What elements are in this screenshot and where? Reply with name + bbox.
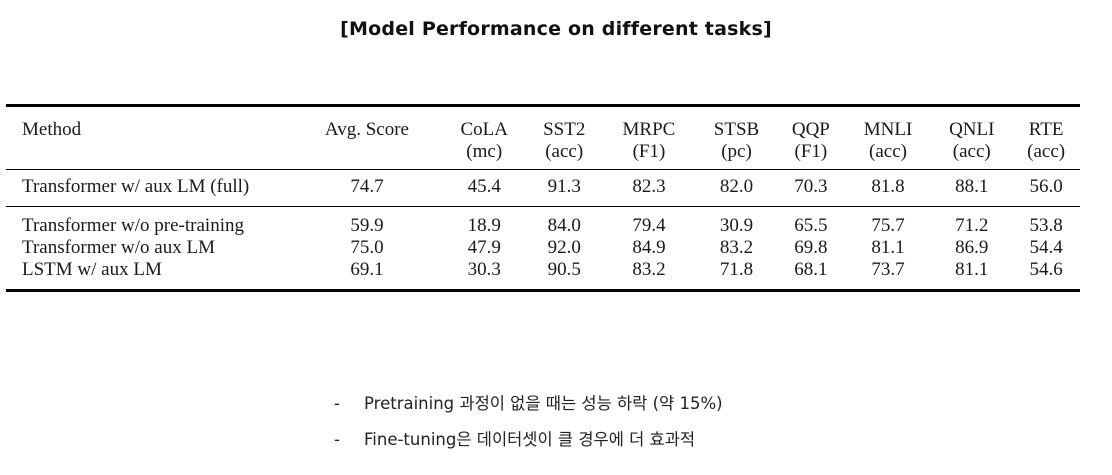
cell-mrpc: 84.9 (632, 237, 666, 258)
header-metric: (mc) (466, 141, 503, 162)
cell-mnli: 81.1 (871, 237, 905, 258)
row-method: Transformer w/ aux LM (full) (6, 169, 292, 207)
table-row: Transformer w/ aux LM (full) 74.7 45.4 9… (6, 169, 1080, 207)
cell-cola: 47.9 (467, 237, 501, 258)
slide-title: [Model Performance on different tasks] (340, 18, 772, 40)
cell-mrpc: 83.2 (601, 259, 697, 292)
header-stsb: STSB (pc) (696, 104, 777, 170)
cell-sst2: 90.5 (526, 259, 602, 292)
table-header-row: Method Avg. Score CoLA (mc) SST2 (acc) M… (6, 104, 1080, 170)
note-text: Pretraining 과정이 없을 때는 성능 하락 (약 15%) (364, 394, 723, 413)
cell-stsb: 30.9 (719, 215, 754, 236)
cell-qqp: 68.1 (776, 259, 845, 292)
header-metric: (pc) (721, 141, 752, 162)
header-label: RTE (1028, 119, 1064, 140)
cell-rte: 54.6 (1012, 259, 1080, 292)
table-row: LSTM w/ aux LM 69.1 30.3 90.5 83.2 71.8 … (6, 259, 1080, 292)
cell-qqp: 65.5 (794, 215, 828, 236)
header-qqp: QQP (F1) (776, 104, 845, 170)
cell-qnli: 88.1 (931, 169, 1013, 207)
cell-avg-score: 74.7 (292, 169, 442, 207)
table-group-full-model: Transformer w/ aux LM (full) 74.7 45.4 9… (6, 169, 1080, 207)
row-method: Transformer w/o aux LM (22, 237, 215, 258)
cell-avg-score: 69.1 (292, 259, 442, 292)
cell-sst2: 84.0 (547, 215, 581, 236)
header-metric: (acc) (869, 141, 908, 162)
cell-mnli: 75.7 (871, 215, 905, 236)
header-rte: RTE (acc) (1012, 104, 1080, 170)
header-sst2: SST2 (acc) (526, 104, 602, 170)
cell-mrpc: 82.3 (601, 169, 697, 207)
header-avg-score: Avg. Score (292, 104, 442, 170)
results-table-container: Method Avg. Score CoLA (mc) SST2 (acc) M… (6, 104, 1080, 292)
cell-rte: 56.0 (1012, 169, 1080, 207)
cell-cola: 18.9 (467, 215, 501, 236)
header-label: Avg. Score (324, 119, 409, 140)
row-method: LSTM w/ aux LM (6, 259, 292, 292)
note-text: Fine-tuning은 데이터셋이 클 경우에 더 효과적 (364, 430, 696, 449)
header-label: SST2 (543, 119, 586, 140)
cell-qnli: 71.2 (955, 215, 989, 236)
cell-stsb: 83.2 (719, 237, 754, 258)
header-metric: (F1) (794, 141, 828, 162)
cell-rte: 53.8 (1029, 215, 1063, 236)
header-mnli: MNLI (acc) (844, 104, 932, 170)
cell-avg-score: 59.9 (350, 215, 384, 236)
list-item: - Pretraining 과정이 없을 때는 성능 하락 (약 15%) (334, 390, 723, 426)
cell-qnli: 81.1 (931, 259, 1013, 292)
header-method: Method (6, 104, 292, 170)
cell-qnli: 86.9 (955, 237, 989, 258)
header-cola: CoLA (mc) (441, 104, 527, 170)
header-label: MRPC (622, 119, 676, 140)
table-row: Transformer w/o pre-training 59.9 18.9 8… (6, 207, 1080, 238)
cell-avg-score: 75.0 (350, 237, 384, 258)
header-mrpc: MRPC (F1) (601, 104, 697, 170)
row-method: Transformer w/o pre-training (22, 215, 244, 236)
header-metric: (F1) (632, 141, 666, 162)
cell-stsb: 71.8 (696, 259, 777, 292)
cell-qqp: 69.8 (794, 237, 828, 258)
header-label: QNLI (949, 119, 995, 140)
header-label: MNLI (863, 119, 913, 140)
cell-sst2: 92.0 (547, 237, 581, 258)
header-metric: (acc) (1027, 141, 1066, 162)
cell-mrpc: 79.4 (632, 215, 666, 236)
cell-cola: 45.4 (441, 169, 527, 207)
list-item: - Fine-tuning은 데이터셋이 클 경우에 더 효과적 (334, 426, 723, 462)
header-label: CoLA (460, 119, 508, 140)
header-qnli: QNLI (acc) (931, 104, 1013, 170)
table-group-ablations: Transformer w/o pre-training 59.9 18.9 8… (6, 207, 1080, 292)
bullet-dash: - (334, 430, 340, 449)
cell-cola: 30.3 (441, 259, 527, 292)
table-row: Transformer w/o aux LM 75.0 47.9 92.0 84… (6, 237, 1080, 259)
cell-qqp: 70.3 (776, 169, 845, 207)
header-label: Method (22, 119, 82, 140)
cell-mnli: 73.7 (844, 259, 932, 292)
bullet-dash: - (334, 394, 340, 413)
header-label: QQP (791, 119, 830, 140)
cell-sst2: 91.3 (526, 169, 602, 207)
header-metric: (acc) (952, 141, 991, 162)
notes-list: - Pretraining 과정이 없을 때는 성능 하락 (약 15%) - … (334, 390, 723, 462)
results-table: Method Avg. Score CoLA (mc) SST2 (acc) M… (6, 104, 1080, 292)
header-label: STSB (713, 119, 760, 140)
cell-rte: 54.4 (1029, 237, 1063, 258)
cell-mnli: 81.8 (844, 169, 932, 207)
header-metric: (acc) (545, 141, 584, 162)
cell-stsb: 82.0 (696, 169, 777, 207)
